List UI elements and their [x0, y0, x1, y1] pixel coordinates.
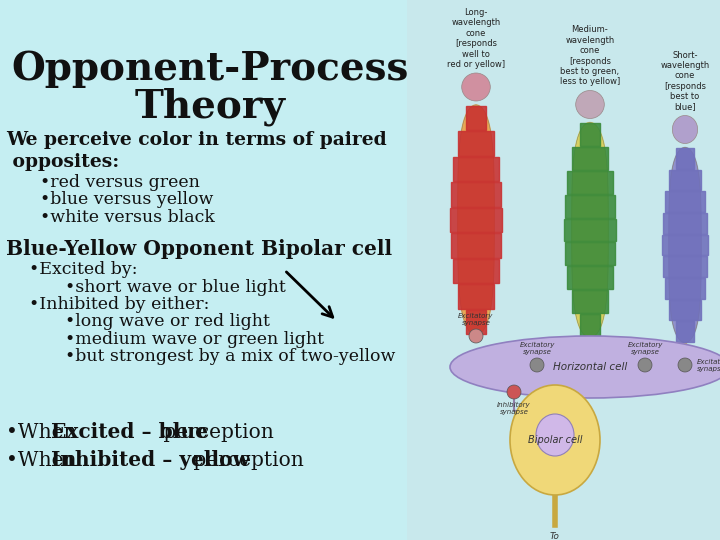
Text: •but strongest by a mix of two-yellow: •but strongest by a mix of two-yellow [65, 348, 395, 365]
Polygon shape [454, 259, 499, 284]
Text: •Inhibited by either:: •Inhibited by either: [29, 296, 210, 313]
Polygon shape [451, 233, 501, 258]
Text: Excitatory
synapse: Excitatory synapse [627, 342, 662, 355]
Text: Short-
wavelength
cone
[responds
best to
blue]: Short- wavelength cone [responds best to… [660, 51, 710, 111]
Text: •red versus green: •red versus green [40, 174, 199, 191]
Text: Medium-
wavelength
cone
[responds
best to green,
less to yellow]: Medium- wavelength cone [responds best t… [560, 25, 620, 86]
Ellipse shape [462, 73, 490, 101]
Polygon shape [458, 285, 494, 309]
Polygon shape [662, 234, 708, 255]
Text: perception: perception [156, 422, 274, 442]
Text: opposites:: opposites: [6, 153, 119, 171]
Text: Excitatory
synapse: Excitatory synapse [519, 342, 554, 355]
Text: •Excited by:: •Excited by: [29, 261, 138, 279]
Polygon shape [564, 242, 615, 265]
Polygon shape [466, 310, 487, 334]
Polygon shape [580, 314, 600, 337]
Polygon shape [454, 157, 499, 181]
Text: perception: perception [186, 450, 303, 470]
Ellipse shape [672, 116, 698, 144]
Polygon shape [675, 321, 694, 342]
Text: Excited – blue: Excited – blue [51, 422, 208, 442]
Polygon shape [572, 147, 608, 170]
Text: •blue versus yellow: •blue versus yellow [40, 191, 213, 208]
Polygon shape [572, 290, 608, 313]
Polygon shape [451, 182, 501, 207]
Polygon shape [572, 123, 608, 338]
Polygon shape [669, 170, 701, 191]
Circle shape [469, 329, 483, 343]
Text: Long-
wavelength
cone
[responds
well to
red or yellow]: Long- wavelength cone [responds well to … [447, 8, 505, 69]
Text: Blue-Yellow Opponent Bipolar cell: Blue-Yellow Opponent Bipolar cell [6, 239, 392, 260]
Polygon shape [669, 300, 701, 320]
Circle shape [638, 358, 652, 372]
Text: We perceive color in terms of paired: We perceive color in terms of paired [6, 131, 387, 150]
Ellipse shape [536, 414, 574, 456]
Polygon shape [662, 256, 707, 277]
Text: •When: •When [6, 422, 83, 442]
Polygon shape [665, 191, 705, 212]
Polygon shape [564, 219, 616, 241]
Polygon shape [675, 148, 694, 168]
Polygon shape [580, 123, 600, 146]
Text: Excitatory
synapse: Excitatory synapse [459, 313, 494, 326]
Circle shape [678, 358, 692, 372]
Text: Inhibited – yellow: Inhibited – yellow [51, 450, 250, 470]
Text: Horizontal cell: Horizontal cell [553, 362, 627, 372]
Circle shape [507, 385, 521, 399]
Text: Inhibitory
synapse: Inhibitory synapse [498, 402, 531, 415]
Polygon shape [458, 105, 494, 335]
Text: Opponent-Process: Opponent-Process [12, 50, 409, 88]
FancyBboxPatch shape [407, 0, 720, 540]
Text: Excitatory
synapse: Excitatory synapse [697, 359, 720, 372]
Polygon shape [466, 105, 487, 130]
Polygon shape [458, 131, 494, 156]
Circle shape [530, 358, 544, 372]
Polygon shape [567, 266, 613, 289]
Text: •When: •When [6, 450, 83, 470]
Ellipse shape [510, 385, 600, 495]
Text: To
ganglion cells: To ganglion cells [524, 532, 586, 540]
Polygon shape [662, 213, 707, 234]
Polygon shape [567, 171, 613, 194]
Ellipse shape [576, 91, 604, 118]
Text: Theory: Theory [135, 87, 286, 125]
Polygon shape [450, 208, 502, 232]
Text: •white versus black: •white versus black [40, 208, 215, 226]
Polygon shape [564, 194, 615, 218]
Text: •medium wave or green light: •medium wave or green light [65, 330, 324, 348]
Text: •short wave or blue light: •short wave or blue light [65, 279, 286, 296]
Polygon shape [669, 147, 701, 342]
Text: •long wave or red light: •long wave or red light [65, 313, 270, 330]
Ellipse shape [450, 336, 720, 398]
Text: Bipolar cell: Bipolar cell [528, 435, 582, 445]
Polygon shape [665, 278, 705, 299]
